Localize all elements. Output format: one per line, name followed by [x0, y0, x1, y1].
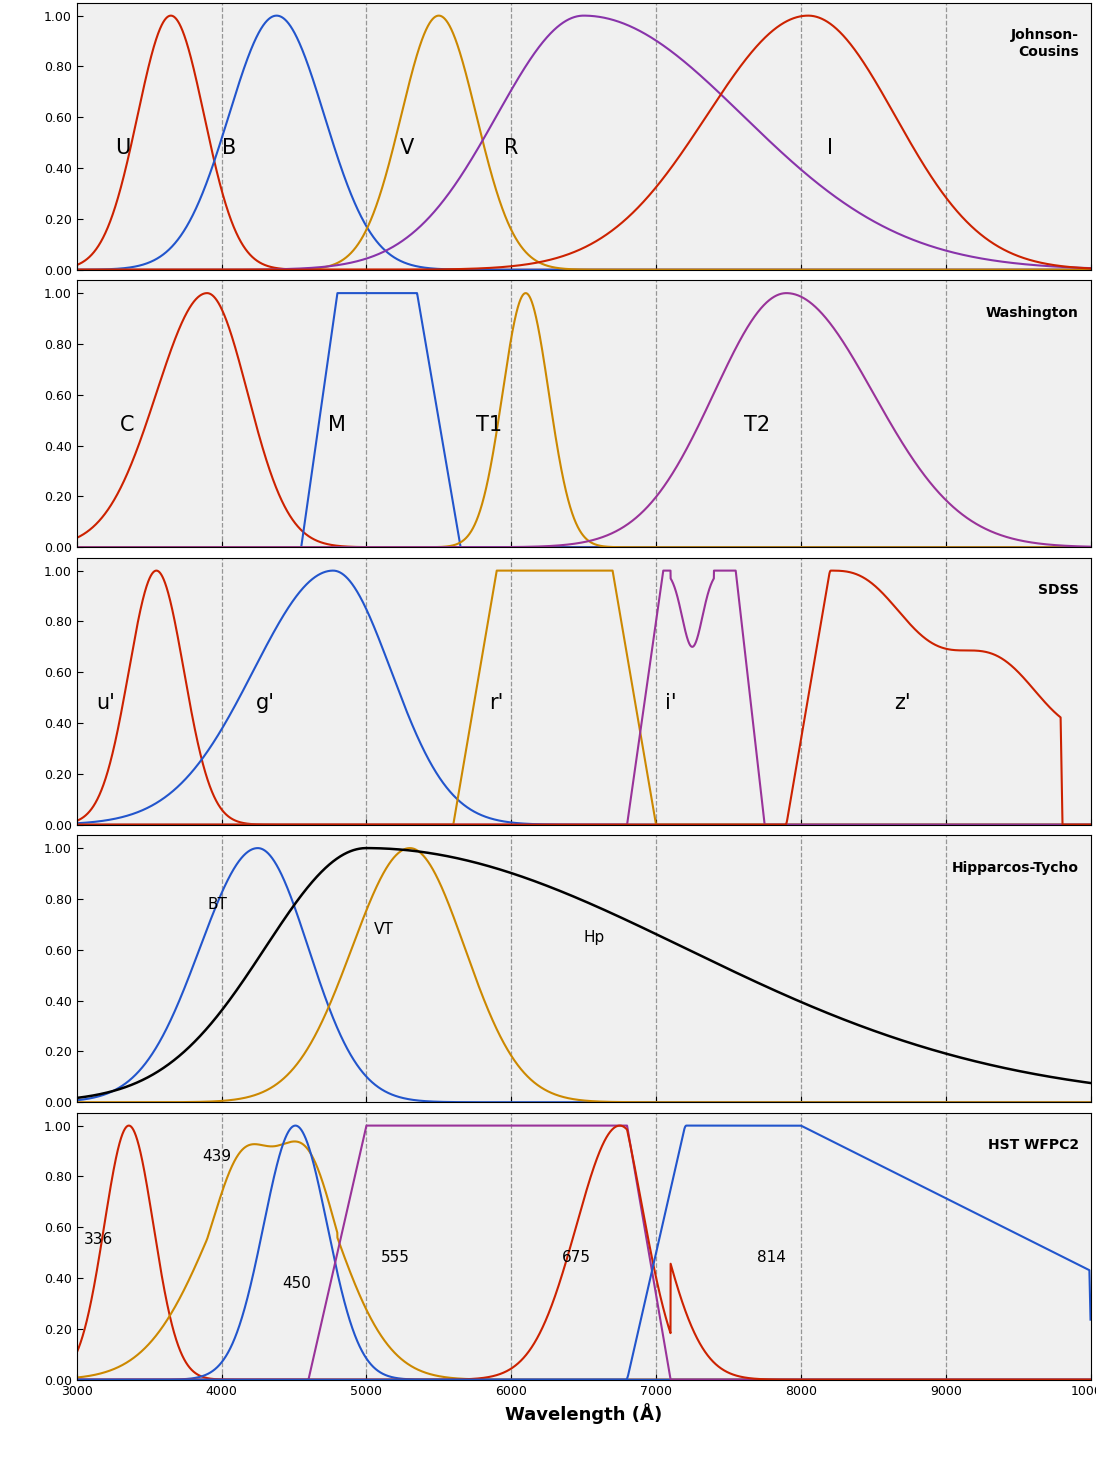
Text: U: U: [115, 137, 130, 158]
Text: 814: 814: [757, 1250, 786, 1266]
Text: BT: BT: [207, 896, 227, 911]
Text: Hp: Hp: [584, 930, 605, 945]
Text: 675: 675: [562, 1250, 591, 1266]
Text: VT: VT: [374, 921, 393, 937]
Text: g': g': [255, 692, 274, 712]
X-axis label: Wavelength (Å): Wavelength (Å): [505, 1403, 662, 1424]
Text: u': u': [96, 692, 115, 712]
Text: r': r': [490, 692, 504, 712]
Text: 439: 439: [203, 1149, 232, 1164]
Text: T2: T2: [744, 415, 770, 435]
Text: 450: 450: [283, 1276, 311, 1291]
Text: T1: T1: [477, 415, 503, 435]
Text: HST WFPC2: HST WFPC2: [987, 1139, 1078, 1152]
Text: V: V: [400, 137, 414, 158]
Text: R: R: [504, 137, 518, 158]
Text: 555: 555: [381, 1250, 410, 1266]
Text: M: M: [329, 415, 346, 435]
Text: i': i': [664, 692, 676, 712]
Text: C: C: [121, 415, 135, 435]
Text: 336: 336: [84, 1232, 113, 1247]
Text: B: B: [221, 137, 236, 158]
Text: Washington: Washington: [986, 305, 1078, 320]
Text: Johnson-
Cousins: Johnson- Cousins: [1011, 28, 1078, 58]
Text: I: I: [826, 137, 833, 158]
Text: Hipparcos-Tycho: Hipparcos-Tycho: [952, 861, 1078, 875]
Text: z': z': [894, 692, 911, 712]
Text: SDSS: SDSS: [1038, 584, 1078, 597]
